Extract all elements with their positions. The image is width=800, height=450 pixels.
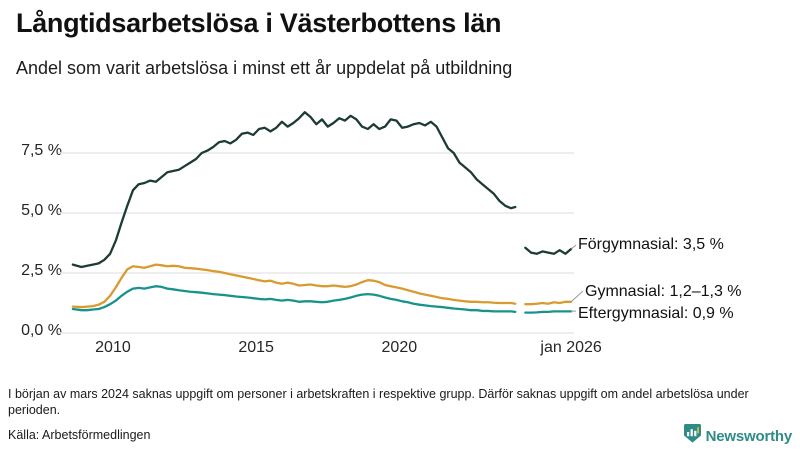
y-axis-tick-3: 7,5 % — [21, 142, 62, 159]
x-axis-tick-2: 2020 — [381, 339, 418, 356]
footnote: I början av mars 2024 saknas uppgift om … — [8, 387, 749, 417]
brand-logo: Newsworthy — [683, 424, 793, 448]
x-axis-tick-1: 2015 — [238, 339, 274, 356]
series-label-eftergymnasial: Eftergymnasial: 0,9 % — [578, 305, 734, 322]
plot-area — [0, 85, 800, 355]
series-line-f-rgymnasial-efter-avbrott — [524, 246, 573, 255]
y-axis-tick-1: 2,5 % — [21, 262, 62, 279]
newsworthy-bar-chart-icon — [683, 424, 701, 448]
chart-subtitle: Andel som varit arbetslösa i minst ett å… — [16, 58, 513, 78]
y-axis-tick-0: 0,0 % — [21, 322, 62, 339]
chart-canvas — [58, 111, 584, 334]
series-line-f-rgymnasial — [71, 111, 517, 269]
series-label-forgymnasial: Förgymnasial: 3,5 % — [578, 236, 724, 253]
brand-name: Newsworthy — [705, 427, 793, 445]
series-label-gymnasial: Gymnasial: 1,2–1,3 % — [585, 283, 742, 300]
page-title: Långtidsarbetslösa i Västerbottens län — [16, 8, 502, 38]
y-axis-tick-2: 5,0 % — [21, 202, 62, 219]
x-axis-tick-0: 2010 — [95, 339, 131, 356]
series-line-gymnasial — [71, 263, 517, 309]
series-line-eftergymnasial-efter-avbrott — [524, 310, 573, 314]
series-leader-line-0 — [570, 244, 577, 250]
series-line-eftergymnasial — [71, 285, 517, 314]
source-note: Källa: Arbetsförmedlingen — [8, 428, 151, 442]
series-line-gymnasial-efter-avbrott — [524, 300, 573, 306]
x-axis-tick-3: jan 2026 — [540, 339, 602, 356]
series-leader-line-1 — [570, 290, 584, 303]
